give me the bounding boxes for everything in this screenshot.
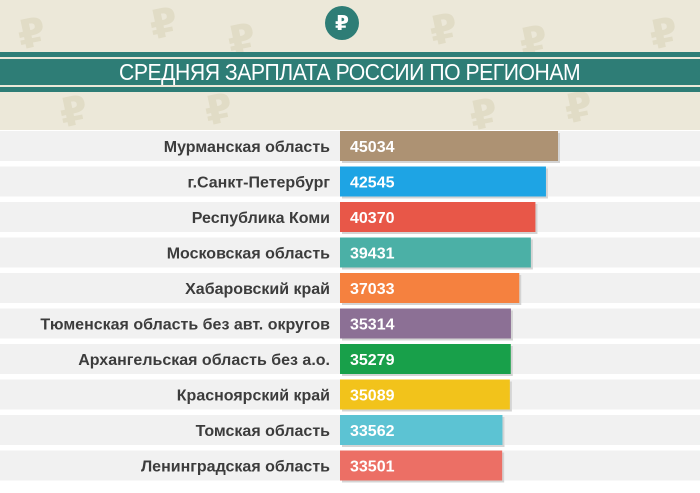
ruble-watermark-icon: ₽ [465, 89, 503, 130]
category-label: Хабаровский край [185, 281, 330, 298]
category-label: Ленинградская область [141, 459, 330, 476]
ruble-watermark-icon: ₽ [560, 82, 598, 130]
banner-stripe-bottom [0, 87, 700, 92]
category-label: Архангельская область без а.о. [78, 352, 330, 369]
bar [340, 344, 511, 374]
bar [340, 166, 546, 197]
bar [340, 273, 520, 303]
bar-chart: Мурманская область 45034 г.Санкт-Петербург… [0, 131, 700, 483]
value-label: 42545 [350, 175, 395, 192]
value-label: 35279 [350, 352, 395, 369]
value-label: 33562 [350, 423, 395, 440]
category-label: Мурманская область [164, 139, 330, 156]
category-label: Тюменская область без авт. округов [40, 317, 330, 334]
value-label: 35314 [350, 317, 395, 334]
value-label: 45034 [350, 139, 395, 156]
bar [340, 308, 511, 339]
value-label: 35089 [350, 388, 395, 405]
value-label: 40370 [350, 210, 395, 227]
chart-title: СРЕДНЯЯ ЗАРПЛАТА РОССИИ ПО РЕГИОНАМ [119, 58, 581, 85]
bar [340, 415, 503, 445]
category-label: Красноярский край [177, 388, 330, 405]
banner-stripe-top [0, 52, 700, 57]
bar [340, 379, 510, 410]
ruble-icon: ₽ [325, 6, 359, 40]
category-label: Республика Коми [192, 210, 330, 227]
ruble-watermark-icon: ₽ [425, 4, 463, 56]
bar [340, 202, 536, 232]
bar [340, 450, 503, 481]
title-banner: СРЕДНЯЯ ЗАРПЛАТА РОССИИ ПО РЕГИОНАМ [0, 52, 700, 92]
ruble-watermark-icon: ₽ [145, 0, 183, 50]
value-label: 37033 [350, 281, 395, 298]
bar [340, 237, 531, 268]
banner-main: СРЕДНЯЯ ЗАРПЛАТА РОССИИ ПО РЕГИОНАМ [0, 59, 700, 85]
category-label: Томская область [196, 423, 331, 440]
ruble-watermark-icon: ₽ [55, 86, 93, 130]
ruble-watermark-icon: ₽ [13, 8, 51, 60]
category-label: г.Санкт-Петербург [188, 175, 331, 192]
ruble-watermark-icon: ₽ [200, 84, 238, 130]
value-label: 39431 [350, 246, 395, 263]
value-label: 33501 [350, 459, 395, 476]
ruble-watermark-icon: ₽ [645, 8, 683, 60]
bar [340, 131, 558, 161]
category-label: Московская область [167, 246, 330, 263]
